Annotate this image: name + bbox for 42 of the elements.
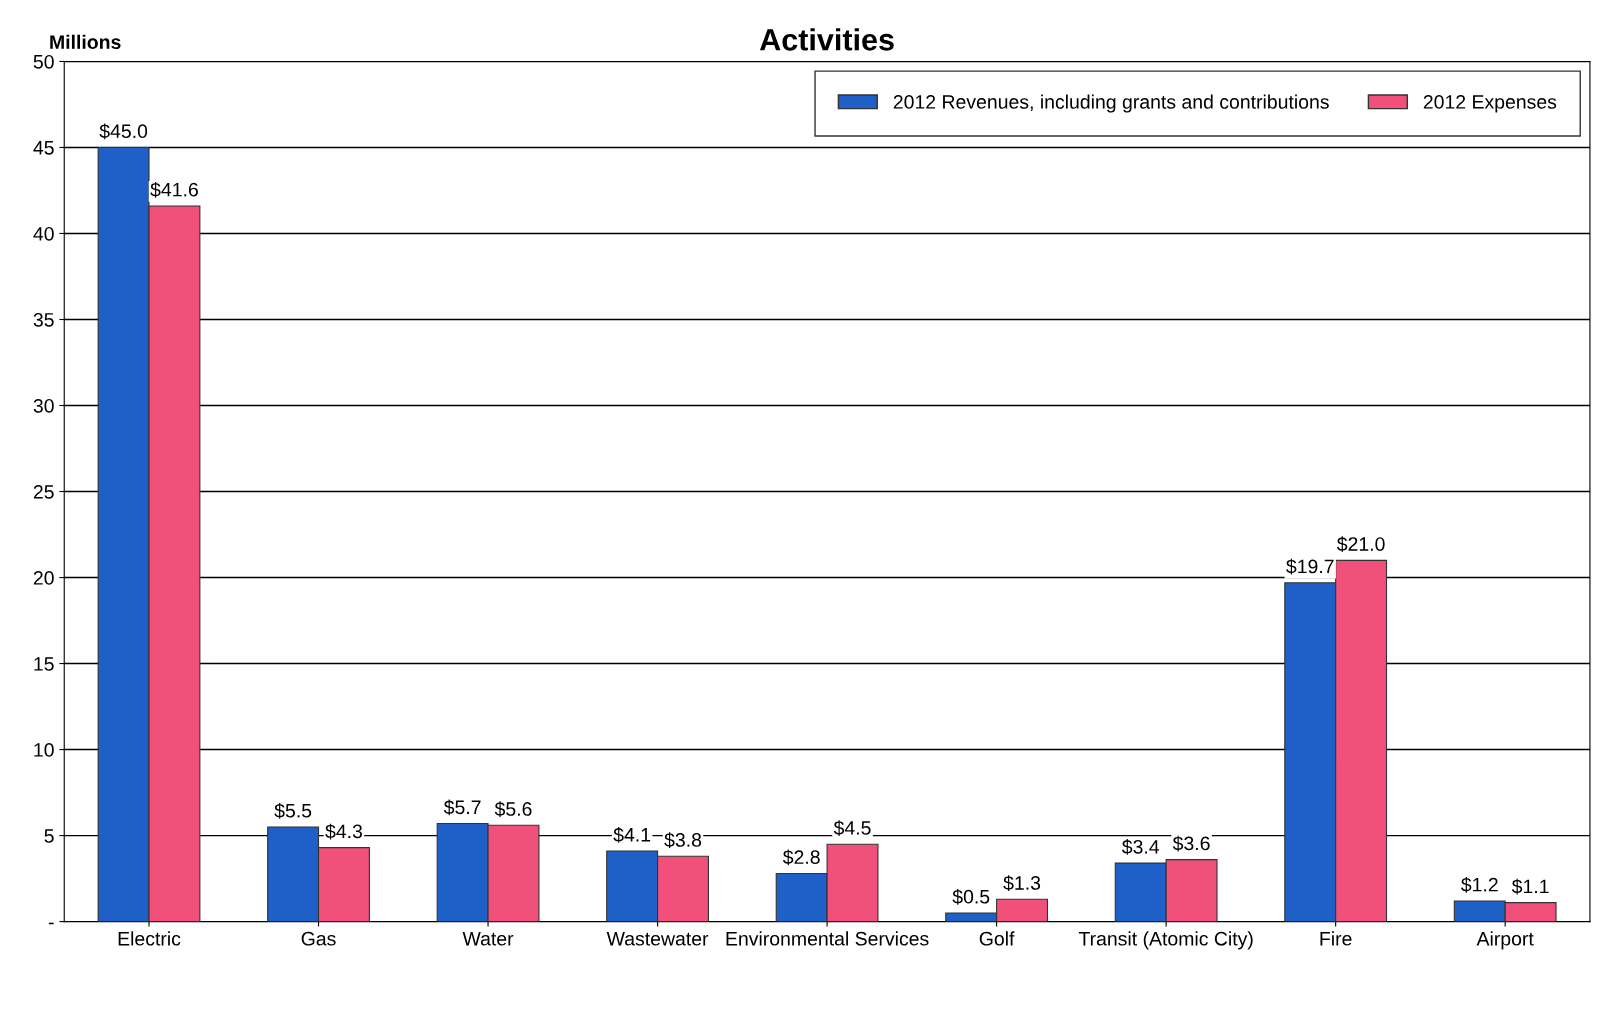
chart-title: Activities — [759, 28, 894, 51]
data-label: $1.2 — [1461, 876, 1498, 893]
data-label: $0.5 — [952, 889, 990, 905]
data-label: $3.4 — [1122, 839, 1160, 855]
x-tick-label: Environmental Services — [726, 931, 929, 946]
y-tick-label: 20 — [33, 571, 54, 585]
data-label: $45.0 — [99, 123, 148, 140]
data-label: $5.7 — [443, 799, 481, 816]
data-label: $4.5 — [833, 820, 871, 836]
data-label: $41.6 — [150, 181, 198, 198]
y-tick-label: 40 — [33, 226, 54, 241]
y-tick-label: 15 — [34, 657, 54, 671]
data-label: $4.3 — [325, 823, 363, 840]
y-tick-label: 50 — [33, 54, 54, 69]
y-axis-title: Millions — [50, 34, 121, 49]
y-tick-label: 25 — [33, 484, 54, 499]
data-label: $19.7 — [1286, 558, 1334, 575]
y-tick-label: 30 — [33, 398, 54, 413]
data-label: $5.5 — [274, 803, 312, 819]
data-label: $2.8 — [782, 849, 820, 866]
x-tick-label: Gas — [301, 931, 336, 946]
legend-label: 2012 Expenses — [1423, 95, 1557, 113]
y-tick-label: - — [48, 922, 54, 925]
x-tick-label: Wastewater — [606, 932, 709, 946]
data-label: $5.6 — [494, 801, 532, 818]
data-label: $1.3 — [1003, 875, 1041, 891]
x-tick-label: Water — [462, 932, 514, 946]
data-label: $3.6 — [1172, 835, 1210, 852]
y-tick-label: 10 — [34, 743, 54, 757]
data-label: $4.1 — [613, 827, 651, 843]
data-label: $3.8 — [664, 832, 702, 848]
x-tick-label: Airport — [1476, 931, 1534, 950]
y-tick-label: 5 — [44, 829, 54, 843]
legend-label: 2012 Revenues, including grants and contributions — [893, 94, 1329, 113]
x-tick-label: Fire — [1320, 931, 1352, 946]
y-tick-label: 35 — [33, 312, 54, 327]
x-tick-label: Golf — [979, 931, 1015, 946]
data-label: $21.0 — [1336, 536, 1385, 553]
y-tick-label: 45 — [33, 141, 54, 155]
x-tick-label: Electric — [118, 931, 181, 946]
data-label: $1.1 — [1511, 878, 1549, 895]
x-tick-label: Transit (Atomic City) — [1078, 931, 1253, 950]
